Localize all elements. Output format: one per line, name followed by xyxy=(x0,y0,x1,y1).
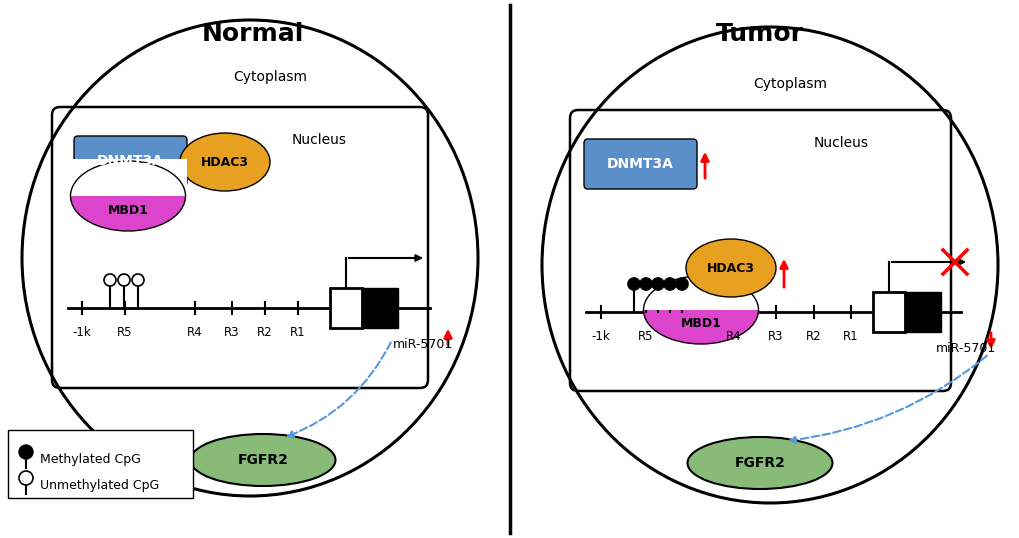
Text: R3: R3 xyxy=(224,326,239,339)
Text: Cytoplasm: Cytoplasm xyxy=(752,77,826,91)
Text: -1k: -1k xyxy=(72,326,92,339)
Text: -1k: -1k xyxy=(591,330,609,343)
Text: Unmethylated CpG: Unmethylated CpG xyxy=(40,479,159,492)
Circle shape xyxy=(19,471,33,485)
Ellipse shape xyxy=(191,434,335,486)
Text: R5: R5 xyxy=(117,326,132,339)
Text: Nucleus: Nucleus xyxy=(291,133,346,147)
Text: FGFR2: FGFR2 xyxy=(237,453,288,467)
Text: R5: R5 xyxy=(638,330,653,343)
Text: R1: R1 xyxy=(843,330,858,343)
FancyBboxPatch shape xyxy=(584,139,696,189)
Text: Cytoplasm: Cytoplasm xyxy=(232,70,307,84)
Circle shape xyxy=(131,274,144,286)
Circle shape xyxy=(663,278,676,290)
Text: R4: R4 xyxy=(187,326,203,339)
Circle shape xyxy=(651,278,663,290)
Ellipse shape xyxy=(687,437,832,489)
Circle shape xyxy=(118,274,129,286)
Text: R2: R2 xyxy=(257,326,272,339)
Ellipse shape xyxy=(179,133,270,191)
Text: miR-5701: miR-5701 xyxy=(935,342,996,355)
Ellipse shape xyxy=(643,276,758,344)
Circle shape xyxy=(676,278,688,290)
Bar xyxy=(641,274,760,310)
Bar xyxy=(330,288,362,328)
Bar xyxy=(68,159,187,196)
Text: FGFR2: FGFR2 xyxy=(734,456,785,470)
FancyBboxPatch shape xyxy=(74,136,186,186)
Bar xyxy=(872,292,904,332)
Text: Normal: Normal xyxy=(202,22,304,46)
Bar xyxy=(8,430,193,498)
Text: Nucleus: Nucleus xyxy=(812,136,867,150)
Circle shape xyxy=(19,445,33,459)
Text: DNMT3A: DNMT3A xyxy=(97,154,164,168)
Bar xyxy=(904,292,941,332)
Ellipse shape xyxy=(686,239,775,297)
Text: R2: R2 xyxy=(805,330,821,343)
Text: DNMT3A: DNMT3A xyxy=(606,157,674,171)
Text: MBD1: MBD1 xyxy=(107,203,149,216)
Text: HDAC3: HDAC3 xyxy=(706,261,754,274)
Text: Tumor: Tumor xyxy=(715,22,803,46)
Text: MBD1: MBD1 xyxy=(680,317,720,330)
Text: miR-5701: miR-5701 xyxy=(392,338,452,351)
Text: R4: R4 xyxy=(726,330,741,343)
Text: R1: R1 xyxy=(289,326,306,339)
Circle shape xyxy=(639,278,651,290)
Text: HDAC3: HDAC3 xyxy=(201,155,249,168)
Circle shape xyxy=(628,278,639,290)
Ellipse shape xyxy=(70,161,185,231)
Text: Methylated CpG: Methylated CpG xyxy=(40,454,141,466)
Text: R3: R3 xyxy=(767,330,783,343)
Bar xyxy=(362,288,397,328)
Circle shape xyxy=(104,274,116,286)
